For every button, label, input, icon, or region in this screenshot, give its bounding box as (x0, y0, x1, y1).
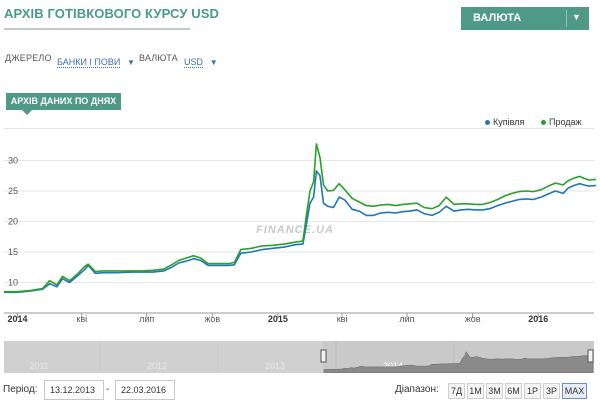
period-from-input[interactable]: 13.12.2013 (44, 380, 104, 400)
legend-dot-buy (485, 120, 490, 126)
chart-grid (4, 160, 594, 283)
x-tick-label: 2014 (8, 314, 28, 324)
legend-label-sell: Продаж (549, 117, 582, 127)
tab-daily-archive[interactable]: АРХІВ ДАНИХ ПО ДНЯХ (6, 93, 121, 110)
caret-down-icon: ▼ (207, 58, 218, 67)
navigator-right-handle[interactable] (587, 349, 594, 363)
y-tick-label: 15 (8, 247, 18, 257)
range-button-7д[interactable]: 7Д (448, 383, 465, 399)
navigator-series (323, 351, 594, 373)
y-tick-label: 25 (8, 186, 18, 196)
currency-dropdown-divider (566, 10, 567, 27)
x-tick-label: кві (337, 314, 348, 324)
navigator-left-handle[interactable] (320, 349, 327, 363)
range-label: Діапазон: (395, 384, 439, 395)
currency-select-value: USD (184, 57, 204, 68)
x-tick-label: 2016 (528, 314, 548, 324)
x-axis: 2014 кві лип жов 2015 кві лип жов 2016 (8, 313, 548, 324)
x-tick-label: жов (465, 314, 481, 324)
currency-dropdown-label: ВАЛЮТА (473, 12, 522, 24)
legend-dot-sell (541, 120, 546, 126)
range-button-max[interactable]: MAX (562, 383, 587, 399)
source-select[interactable]: БАНКИ І ПОВИ ▼ (57, 52, 135, 70)
chart-series (4, 143, 597, 294)
legend-label-buy: Купівля (493, 117, 525, 127)
series-line-sell (4, 143, 597, 293)
navigator-svg: 20112012201320142015 (4, 341, 594, 373)
x-tick-label: лип (399, 314, 414, 324)
x-tick-label: жов (204, 314, 220, 324)
range-navigator[interactable]: 20112012201320142015 (4, 341, 594, 373)
caret-down-icon: ▼ (124, 58, 135, 67)
chart-top-border (4, 128, 594, 129)
watermark: FINANCE.UA (256, 224, 334, 236)
chevron-down-icon: ▼ (572, 12, 581, 22)
legend-item-buy[interactable]: Купівля (485, 117, 524, 127)
x-tick-label: лип (139, 314, 154, 324)
range-button-3м[interactable]: 3М (486, 383, 503, 399)
period-to-input[interactable]: 22.03.2016 (115, 380, 175, 400)
y-axis: 10 15 20 25 30 (8, 156, 18, 288)
range-button-1р[interactable]: 1Р (524, 383, 541, 399)
y-tick-label: 30 (8, 156, 18, 166)
currency-dropdown-button[interactable]: ВАЛЮТА ▼ (461, 7, 589, 30)
currency-select[interactable]: USD ▼ (184, 52, 218, 70)
currency-label: ВАЛЮТА (139, 53, 178, 63)
legend-item-sell[interactable]: Продаж (541, 117, 582, 127)
source-select-value: БАНКИ І ПОВИ (57, 57, 121, 68)
y-tick-label: 10 (8, 278, 18, 288)
y-tick-label: 20 (8, 217, 18, 227)
range-button-1м[interactable]: 1М (467, 383, 484, 399)
x-tick-label: кві (76, 314, 87, 324)
x-tick-label: 2015 (268, 314, 288, 324)
source-label: ДЖЕРЕЛО (5, 53, 52, 63)
navigator-year-label: 2014 (383, 361, 403, 371)
range-button-3р[interactable]: 3Р (543, 383, 560, 399)
title-underline (4, 28, 190, 30)
period-label: Період: (3, 384, 38, 395)
range-button-6м[interactable]: 6М (505, 383, 522, 399)
navigator-mask (4, 341, 323, 373)
series-line-buy (4, 170, 597, 294)
tab-pointer-icon (22, 110, 32, 115)
page-title: АРХІВ ГОТІВКОВОГО КУРСУ USD (4, 6, 219, 21)
period-separator: - (106, 384, 110, 395)
